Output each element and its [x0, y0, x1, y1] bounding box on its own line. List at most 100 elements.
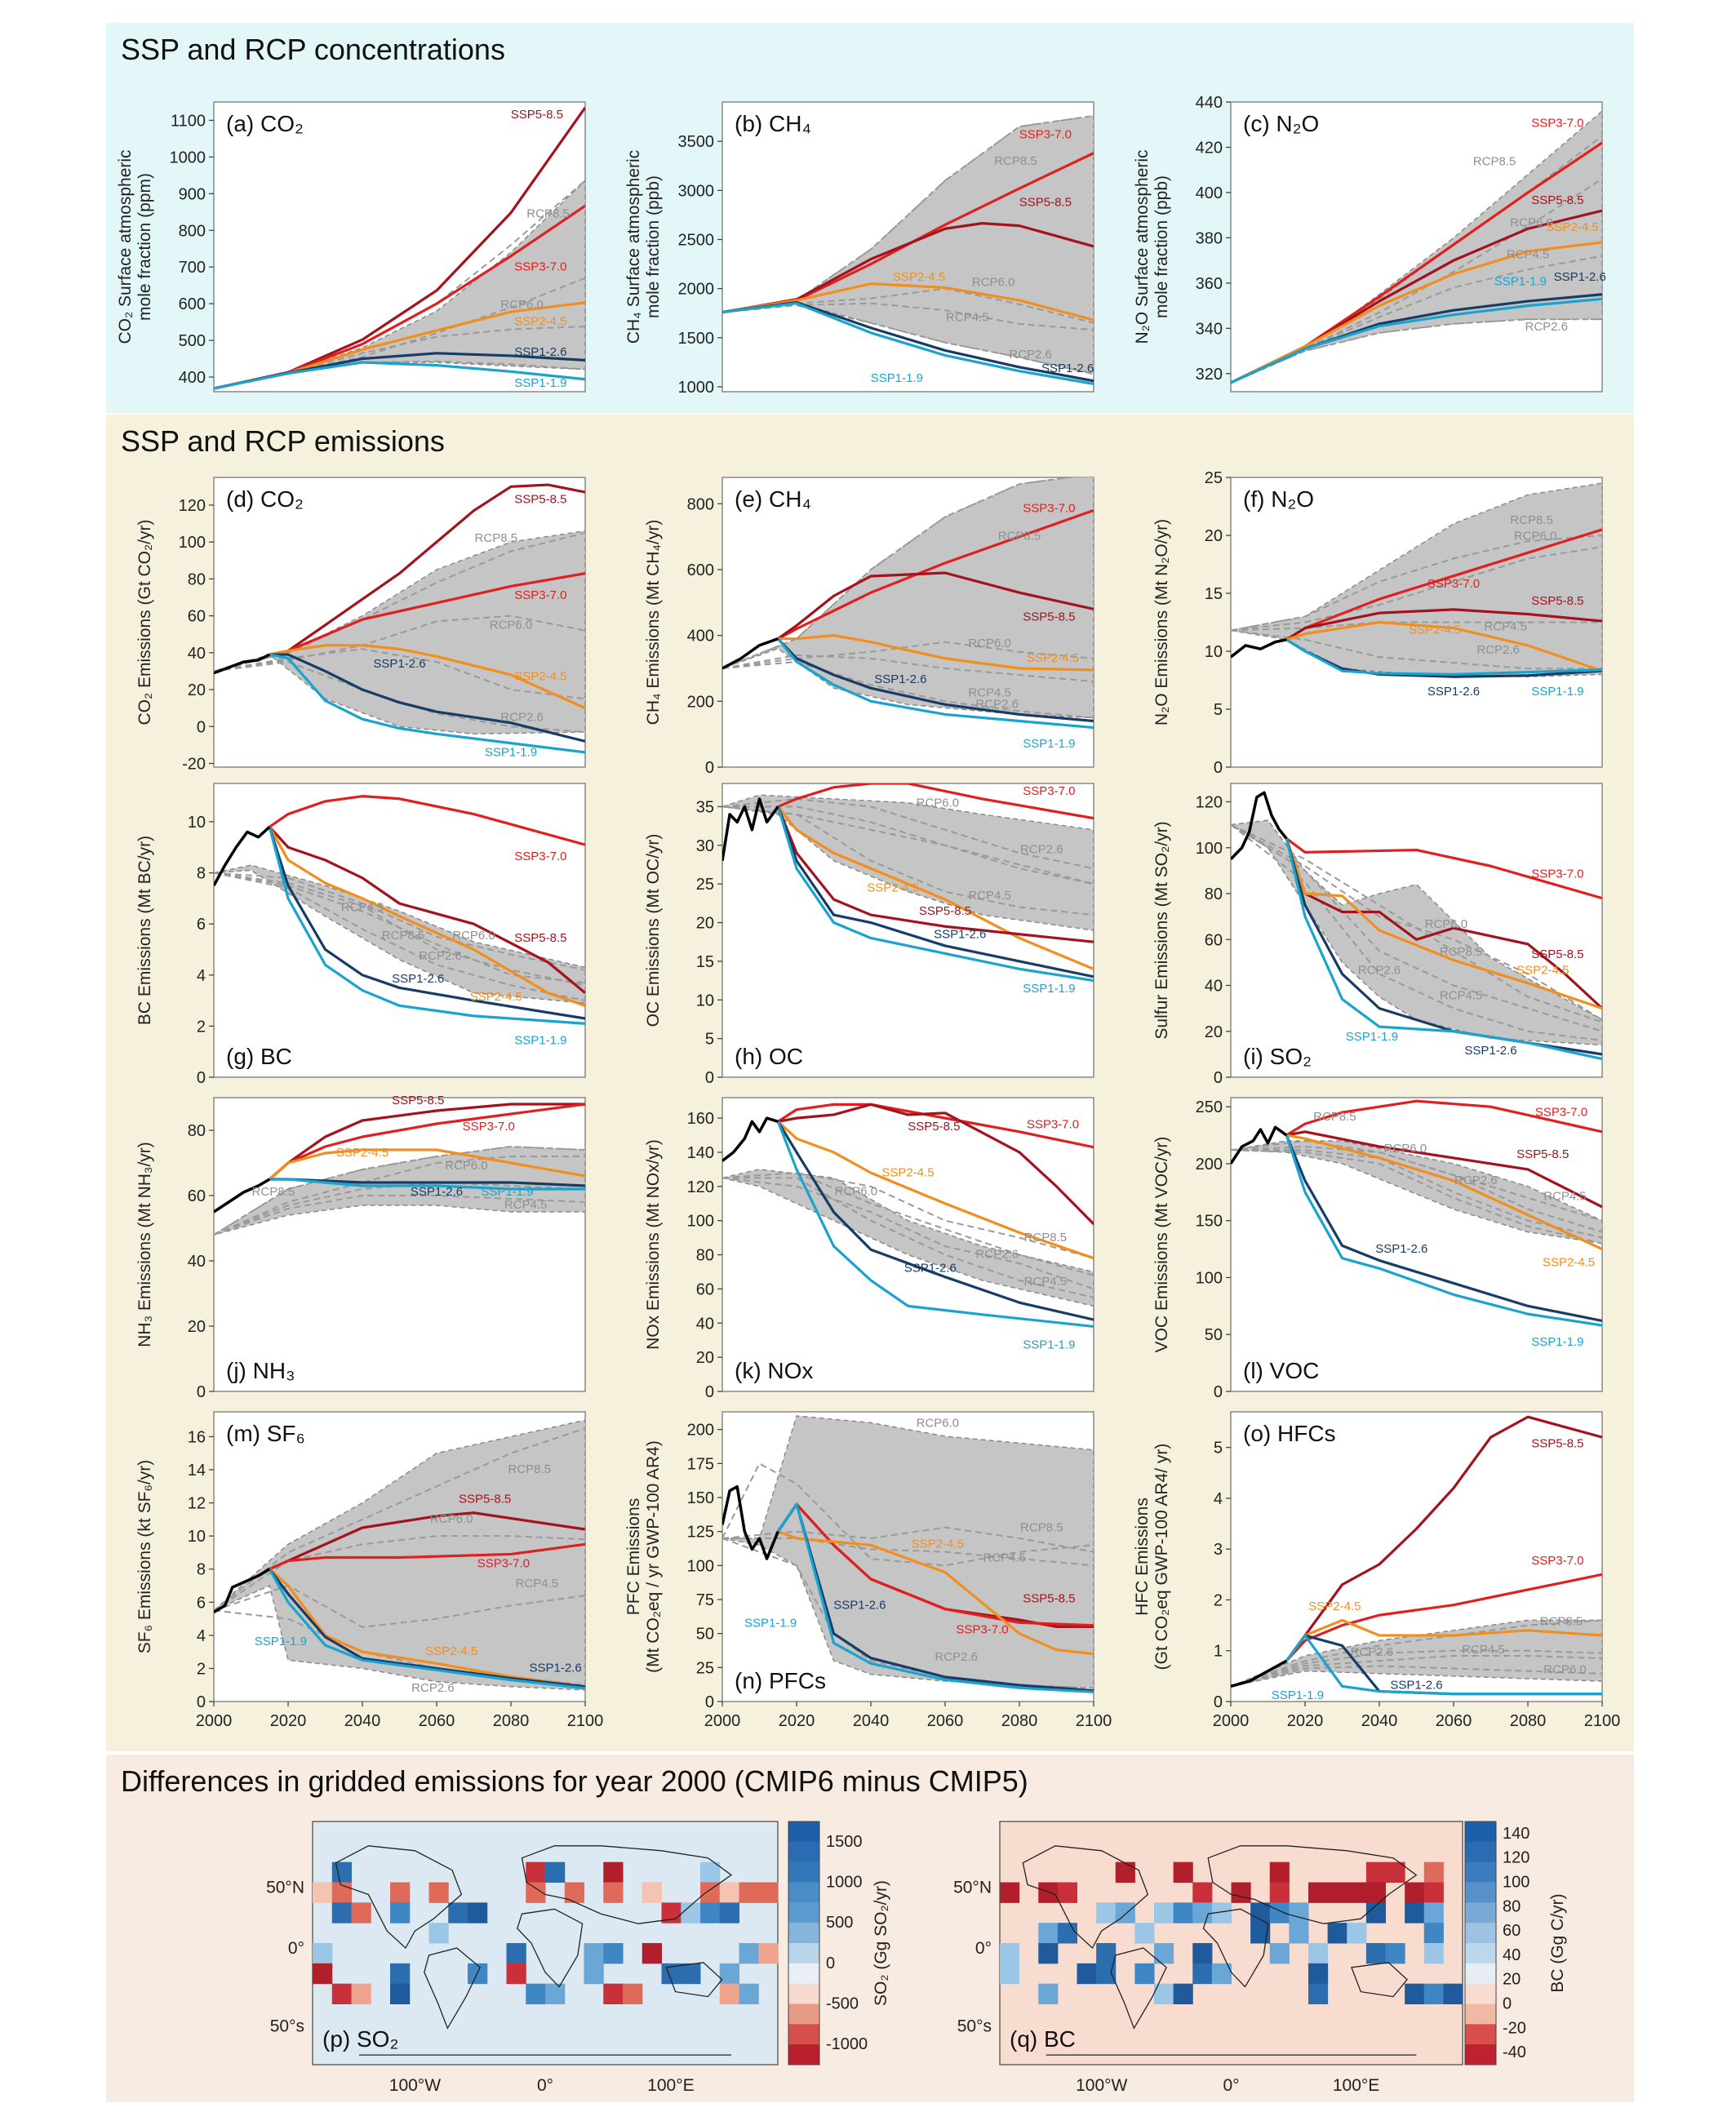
y-tick-label: 25	[1205, 469, 1223, 487]
colorbar-tick-label: -40	[1503, 2043, 1526, 2061]
series-label: RCP2.6	[1009, 348, 1052, 362]
colorbar-swatch	[1465, 1923, 1496, 1944]
y-tick-label: 200	[1196, 1156, 1223, 1174]
series-label: SSP1-1.9	[514, 376, 566, 390]
y-tick-label: 120	[1196, 794, 1223, 812]
series-label: RCP2.6	[1358, 963, 1401, 977]
series-line-rcp60	[722, 641, 1094, 669]
series-line-historical	[1231, 1659, 1288, 1688]
series-line-ssp2-45	[1285, 1134, 1602, 1251]
series-line-rcp45	[214, 872, 585, 987]
colorbar-swatch	[788, 1943, 819, 1964]
series-line-ssp5-85	[1285, 608, 1602, 641]
colorbar-tick-label: 20	[1503, 1971, 1521, 1989]
series-label: SSP3-7.0	[1535, 1105, 1587, 1119]
x-tick-label: 2060	[927, 1712, 964, 1730]
series-line-ssp5-85	[269, 826, 585, 994]
longitude-label: 0°	[1223, 2076, 1239, 2095]
series-line-rcp26	[214, 872, 585, 1002]
y-tick-label: -20	[182, 755, 206, 773]
colorbar-swatch	[1465, 1821, 1496, 1843]
series-label: SSP2-4.5	[514, 670, 566, 684]
y-tick-label: 80	[1205, 885, 1223, 903]
series-line-historical	[722, 637, 779, 670]
grid-cell	[545, 1861, 566, 1883]
longitude-label: 0°	[537, 2076, 553, 2095]
series-line-rcp45	[214, 1584, 585, 1628]
plot-content	[1231, 791, 1602, 1061]
series-line-ssp3-70	[269, 795, 585, 846]
grid-cell	[1096, 1943, 1117, 1964]
series-label: SSP5-8.5	[908, 1120, 960, 1134]
series-line-ssp2-45	[269, 644, 585, 710]
differences-title: Differences in gridded emissions for yea…	[121, 1764, 1028, 1798]
series-line-historical	[214, 1178, 271, 1214]
y-tick-label: 5	[1214, 701, 1223, 719]
series-label: SSP2-4.5	[1546, 220, 1598, 234]
y-axis-label: NH₃ Emissions (Mt NH₃/yr)	[135, 1142, 154, 1347]
grid-cell	[1423, 1943, 1444, 1964]
panel-title: (m) SF₆	[226, 1421, 305, 1446]
grid-cell	[700, 1861, 721, 1883]
series-label: SSP5-8.5	[511, 108, 563, 122]
map-title: (p) SO₂	[322, 2026, 398, 2052]
series-label: RCP8.5	[1020, 1521, 1063, 1535]
series-line-rcp45	[1231, 621, 1602, 632]
series-label: RCP6.0	[972, 276, 1015, 290]
series-label: RCP8.5	[1510, 513, 1553, 527]
grid-cell	[739, 1943, 759, 1964]
coastline	[1202, 1908, 1269, 1988]
y-tick-label: 340	[1196, 320, 1223, 338]
series-label: SSP5-8.5	[1023, 1591, 1075, 1605]
y-axis-label: N₂O Surface atmospheric	[1133, 149, 1152, 344]
panel-title: (a) CO₂	[226, 111, 304, 136]
series-label: SSP5-8.5	[1531, 193, 1583, 207]
plot-content	[214, 1419, 585, 1691]
plot-content	[214, 795, 585, 1025]
series-line-rcp26	[1231, 1665, 1602, 1688]
plot-content	[1231, 482, 1602, 678]
series-label: SSP3-7.0	[463, 1120, 515, 1134]
panel-title: (e) CH₄	[735, 486, 811, 512]
grid-cell	[719, 1882, 739, 1903]
series-line-ssp2-45	[778, 634, 1094, 672]
series-label: SSP3-7.0	[514, 260, 566, 274]
grid-cell	[603, 1983, 624, 2004]
x-tick-label: 2080	[493, 1712, 530, 1730]
series-label: RCP6.0	[430, 1512, 473, 1526]
grid-cell	[1347, 1923, 1367, 1944]
y-tick-label: 5	[705, 1031, 714, 1049]
grid-cell	[1269, 1943, 1290, 1964]
colorbar-tick-label: 140	[1503, 1825, 1530, 1843]
grid-cell	[1443, 1983, 1463, 2004]
grid-cell	[1192, 1882, 1213, 1903]
series-line-ssp1-19	[776, 1120, 1094, 1329]
panel-b: SSP3-7.0 RCP8.5 SSP5-8.5 SSP2-4.5 RCP6.0 RCP4…	[624, 101, 1094, 397]
panel-m: RCP8.5 SSP5-8.5 RCP6.0 SSP3-7.0 RCP4.5 SSP1-1…	[135, 1411, 603, 1730]
series-label: SSP5-8.5	[1531, 947, 1583, 961]
grid-cell	[603, 1861, 624, 1883]
y-tick-label: 4	[197, 967, 206, 985]
series-label: SSP2-4.5	[1027, 651, 1079, 665]
grid-cell	[545, 1983, 566, 2004]
y-tick-label: 10	[188, 1528, 206, 1546]
colorbar-tick-label: 120	[1503, 1849, 1530, 1867]
panel-title: (b) CH₄	[735, 111, 811, 136]
series-line-rcp60	[1231, 823, 1602, 1021]
y-tick-label: 900	[179, 185, 206, 203]
grid-cell	[1385, 1861, 1405, 1883]
grid-cell	[1038, 1943, 1059, 1964]
series-label: SSP3-7.0	[514, 588, 566, 602]
plot-content	[1231, 110, 1602, 384]
series-label: SSP1-1.9	[1272, 1688, 1324, 1702]
y-tick-label: 120	[687, 1178, 714, 1196]
grid-cell	[448, 1902, 468, 1924]
colorbar-swatch	[1465, 1841, 1496, 1863]
grid-cell	[331, 1902, 352, 1924]
grid-cell	[1038, 1923, 1059, 1944]
series-label: RCP4.5	[516, 1577, 559, 1591]
y-tick-label: 380	[1196, 229, 1223, 247]
series-label: SSP2-4.5	[1409, 623, 1461, 637]
colorbar-swatch	[1465, 1963, 1496, 1985]
